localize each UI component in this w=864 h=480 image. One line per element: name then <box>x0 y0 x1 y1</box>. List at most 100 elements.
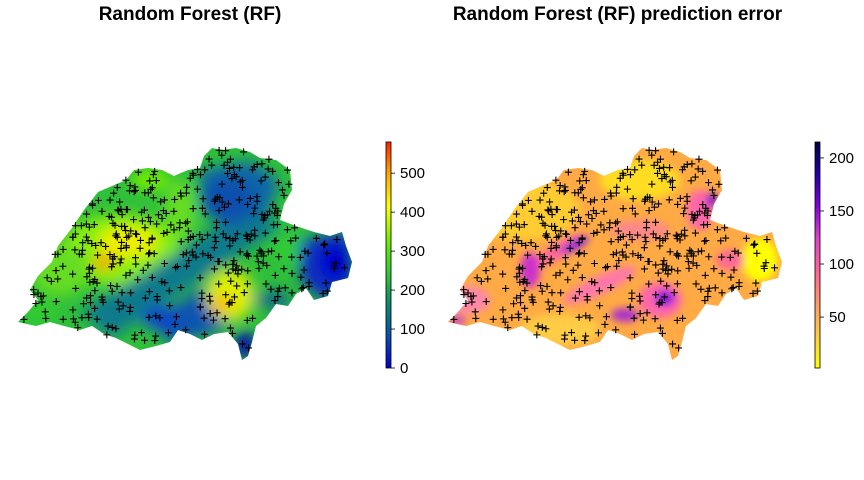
observation-point <box>742 234 750 242</box>
observation-point <box>513 294 521 302</box>
observation-point <box>274 287 282 295</box>
observation-point <box>619 205 627 213</box>
observation-point <box>243 232 251 240</box>
observation-point <box>499 233 507 241</box>
observation-point <box>136 236 144 244</box>
observation-point <box>570 206 578 214</box>
observation-point <box>151 167 159 175</box>
observation-point <box>629 195 637 203</box>
observation-point <box>505 250 513 258</box>
observation-point <box>267 285 275 293</box>
observation-point <box>251 232 259 240</box>
observation-point <box>91 304 99 312</box>
observation-point <box>575 239 583 247</box>
observation-point <box>514 310 522 318</box>
observation-point <box>636 310 644 318</box>
observation-point <box>460 286 468 294</box>
observation-point <box>556 269 564 277</box>
observation-point <box>108 287 116 295</box>
observation-point <box>658 329 666 337</box>
observation-point <box>678 166 686 174</box>
observation-point <box>296 253 304 261</box>
observation-point <box>640 265 648 273</box>
observation-point <box>656 242 664 250</box>
observation-point <box>266 207 274 215</box>
observation-point <box>218 198 226 206</box>
right-map-title: Random Forest (RF) prediction error <box>452 4 783 25</box>
observation-point <box>30 286 38 294</box>
observation-point <box>467 293 475 301</box>
observation-point <box>170 207 178 215</box>
observation-points-left <box>20 146 349 352</box>
observation-point <box>245 344 253 352</box>
observation-point <box>576 177 584 185</box>
observation-point <box>79 239 87 247</box>
observation-point <box>122 227 130 235</box>
observation-point <box>642 224 650 232</box>
observation-point <box>699 201 707 209</box>
observation-point <box>85 223 93 231</box>
observation-point <box>468 298 476 306</box>
observation-point <box>154 211 162 219</box>
observation-point <box>628 204 636 212</box>
observation-point <box>675 344 683 352</box>
observation-point <box>146 249 154 257</box>
observation-point <box>59 262 67 270</box>
observation-point <box>691 173 699 181</box>
observation-point <box>138 217 146 225</box>
observation-point <box>735 282 743 290</box>
observation-point <box>94 251 102 259</box>
observation-point <box>673 232 681 240</box>
observation-point <box>507 222 515 230</box>
observation-point <box>718 289 726 297</box>
observation-point <box>450 315 458 323</box>
observation-point <box>660 163 668 171</box>
observation-point <box>126 303 134 311</box>
observation-point <box>215 257 223 265</box>
observation-point <box>255 264 263 272</box>
observation-point <box>637 253 645 261</box>
observation-point <box>588 278 596 286</box>
observation-point <box>93 279 101 287</box>
observation-point <box>228 175 236 183</box>
observation-point <box>582 312 590 320</box>
observation-point <box>87 292 95 300</box>
observation-point <box>683 193 691 201</box>
observation-point <box>41 308 49 316</box>
observation-point <box>548 289 556 297</box>
observation-point <box>149 194 157 202</box>
observation-point <box>553 206 561 214</box>
observation-point <box>222 291 230 299</box>
observation-point <box>561 254 569 262</box>
observation-point <box>575 288 583 296</box>
observation-point <box>189 205 197 213</box>
observation-point <box>184 236 192 244</box>
observation-point <box>630 314 638 322</box>
observation-point <box>571 336 579 344</box>
observation-point <box>665 196 673 204</box>
observation-point <box>670 289 678 297</box>
observation-point <box>225 164 233 172</box>
observation-point <box>71 246 79 254</box>
observation-point <box>753 287 761 295</box>
observation-point <box>112 232 120 240</box>
observation-point <box>549 302 557 310</box>
observation-point <box>69 306 77 314</box>
observation-point <box>527 239 535 247</box>
observation-point <box>34 289 42 297</box>
observation-point <box>560 335 568 343</box>
observation-point <box>118 289 126 297</box>
observation-point <box>575 213 583 221</box>
observation-point <box>74 324 82 332</box>
observation-point <box>730 266 738 274</box>
observation-point <box>110 253 118 261</box>
observation-point <box>238 265 246 273</box>
observation-point <box>628 236 636 244</box>
observation-point <box>179 251 187 259</box>
observation-point <box>211 195 219 203</box>
observation-point <box>654 169 662 177</box>
observation-point <box>185 257 193 265</box>
observation-point <box>188 248 196 256</box>
observation-point <box>150 250 158 258</box>
observation-point <box>116 198 124 206</box>
